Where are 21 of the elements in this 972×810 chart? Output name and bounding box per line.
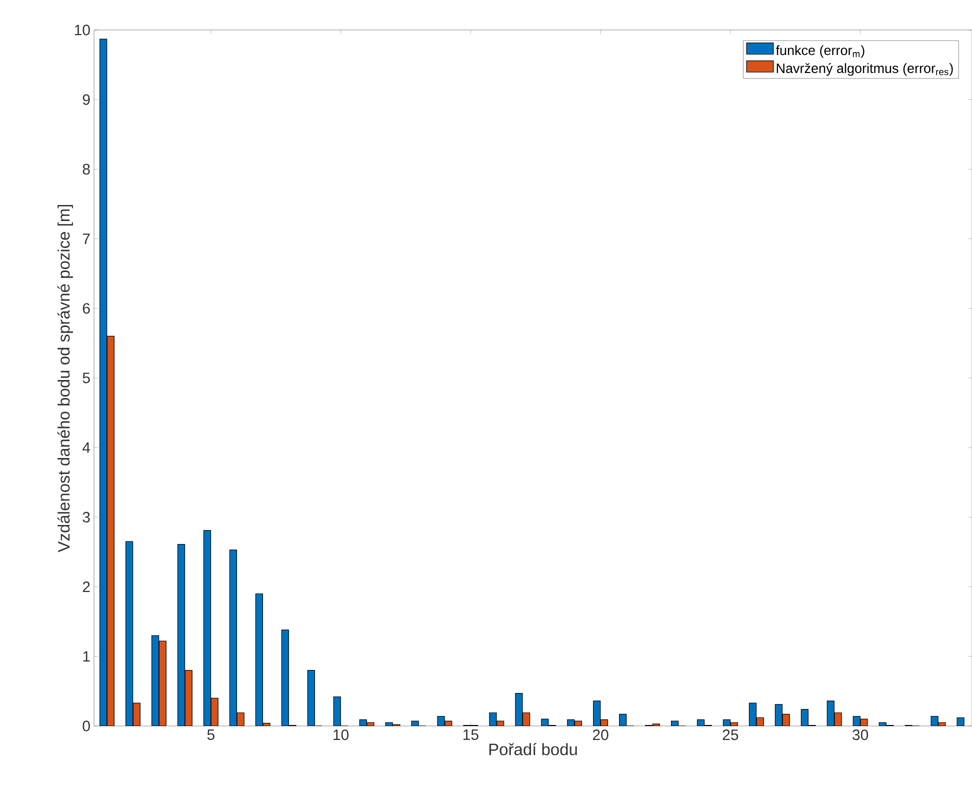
x-tick-label: 30 [852,730,868,740]
y-tick-label: 1 [83,651,90,662]
legend-label: funkce (error$_{m}$) [776,45,864,58]
x-axis-title: Pořadí bodu [489,742,577,756]
y-axis-title: Vzdálenost daného bodu od správné pozice [m] [57,204,73,552]
y-tick-label: 8 [82,164,90,174]
y-tick-label: 0 [82,720,90,732]
y-tick-label: 5 [82,372,90,384]
x-tick-label: 15 [463,730,478,740]
x-tick-label: 10 [334,730,349,740]
y-tick-label: 3 [82,512,90,522]
x-tick-label: 5 [207,730,214,740]
x-tick-label: 20 [592,730,608,740]
y-tick-label: 10 [74,24,90,36]
y-tick-label: 2 [82,582,90,592]
y-tick-label: 9 [82,94,90,105]
y-tick-label: 6 [82,303,90,314]
y-tick-label: 7 [82,234,90,244]
x-tick-label: 25 [722,730,738,740]
y-tick-label: 4 [82,442,90,453]
legend-label: Navržený algoritmus (error$_{res}$) [776,63,953,76]
